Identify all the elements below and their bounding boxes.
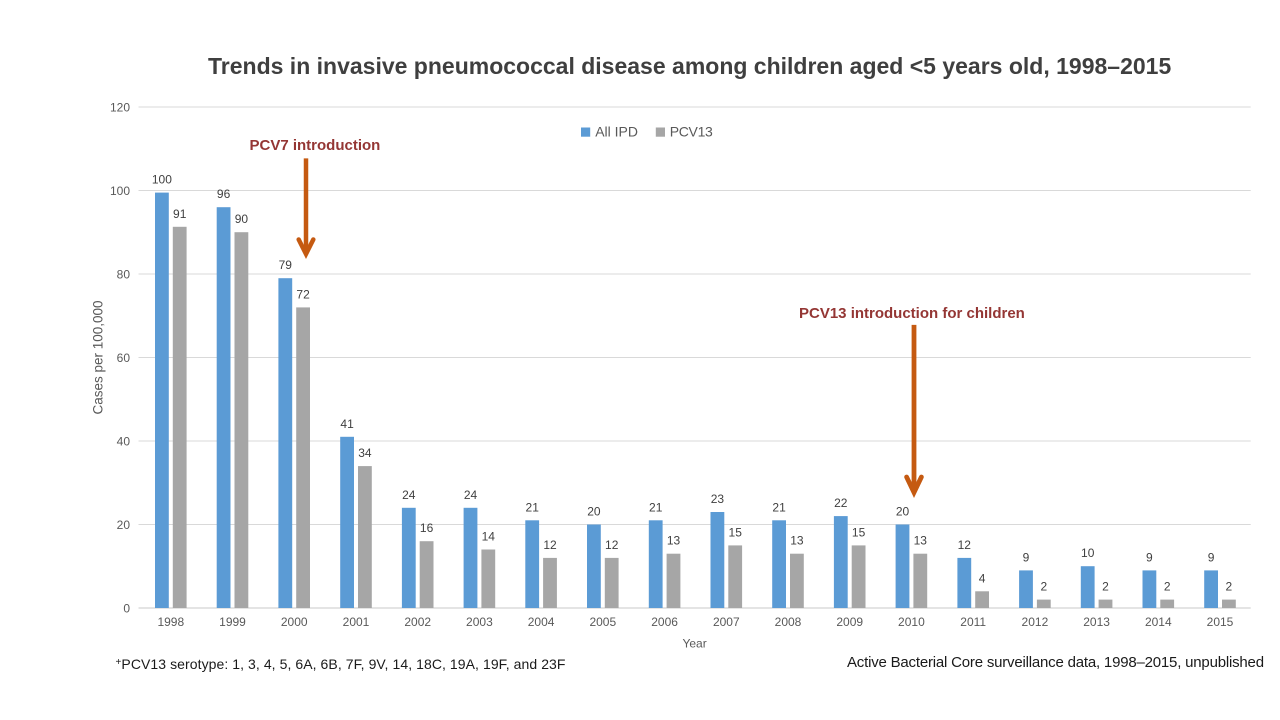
svg-text:96: 96 — [217, 187, 231, 201]
svg-text:2011: 2011 — [960, 615, 986, 629]
svg-text:22: 22 — [834, 496, 848, 510]
svg-text:All IPD: All IPD — [595, 123, 638, 139]
svg-text:2006: 2006 — [651, 615, 678, 629]
svg-text:12: 12 — [958, 538, 972, 552]
svg-text:120: 120 — [110, 100, 130, 114]
svg-text:2005: 2005 — [589, 615, 616, 629]
svg-text:40: 40 — [117, 434, 131, 448]
svg-text:15: 15 — [852, 525, 866, 539]
svg-text:13: 13 — [790, 534, 804, 548]
svg-text:34: 34 — [358, 446, 372, 460]
svg-text:2009: 2009 — [836, 615, 863, 629]
svg-text:2: 2 — [1164, 580, 1171, 594]
svg-text:1998: 1998 — [157, 615, 184, 629]
svg-text:9: 9 — [1208, 550, 1215, 564]
svg-text:Cases per 100,000: Cases per 100,000 — [91, 300, 106, 414]
svg-text:12: 12 — [543, 538, 557, 552]
svg-text:13: 13 — [914, 534, 928, 548]
svg-text:2007: 2007 — [713, 615, 740, 629]
svg-text:91: 91 — [173, 207, 187, 221]
svg-text:14: 14 — [482, 530, 496, 544]
svg-text:2002: 2002 — [404, 615, 431, 629]
svg-text:2000: 2000 — [281, 615, 308, 629]
svg-text:12: 12 — [605, 538, 619, 552]
svg-text:2: 2 — [1226, 580, 1233, 594]
svg-text:20: 20 — [896, 505, 910, 519]
svg-text:13: 13 — [667, 534, 681, 548]
svg-text:2015: 2015 — [1207, 615, 1234, 629]
svg-text:41: 41 — [340, 417, 354, 431]
svg-text:20: 20 — [117, 518, 131, 532]
svg-text:2: 2 — [1102, 580, 1109, 594]
svg-text:2003: 2003 — [466, 615, 493, 629]
svg-text:20: 20 — [587, 505, 601, 519]
svg-text:100: 100 — [152, 173, 172, 187]
svg-text:72: 72 — [296, 287, 310, 301]
svg-text:2014: 2014 — [1145, 615, 1172, 629]
svg-text:Year: Year — [682, 637, 706, 651]
svg-text:2013: 2013 — [1083, 615, 1110, 629]
svg-text:2: 2 — [1040, 580, 1047, 594]
svg-text:PCV13: PCV13 — [670, 123, 713, 139]
svg-text:24: 24 — [402, 488, 416, 502]
svg-text:21: 21 — [772, 500, 786, 514]
svg-text:90: 90 — [235, 212, 249, 226]
svg-text:79: 79 — [279, 258, 293, 272]
svg-text:9: 9 — [1146, 550, 1153, 564]
svg-text:10: 10 — [1081, 546, 1095, 560]
svg-text:2004: 2004 — [528, 615, 555, 629]
svg-text:2008: 2008 — [775, 615, 802, 629]
svg-text:60: 60 — [117, 351, 131, 365]
svg-text:4: 4 — [979, 571, 986, 585]
svg-text:2010: 2010 — [898, 615, 925, 629]
svg-text:24: 24 — [464, 488, 478, 502]
svg-text:21: 21 — [649, 500, 663, 514]
svg-text:1999: 1999 — [219, 615, 246, 629]
svg-text:15: 15 — [729, 525, 743, 539]
svg-text:23: 23 — [711, 492, 725, 506]
svg-text:21: 21 — [526, 500, 540, 514]
svg-text:2001: 2001 — [343, 615, 370, 629]
svg-text:0: 0 — [123, 601, 130, 615]
svg-text:80: 80 — [117, 267, 131, 281]
svg-text:9: 9 — [1023, 550, 1030, 564]
svg-text:16: 16 — [420, 521, 434, 535]
svg-text:2012: 2012 — [1022, 615, 1049, 629]
svg-text:100: 100 — [110, 184, 130, 198]
